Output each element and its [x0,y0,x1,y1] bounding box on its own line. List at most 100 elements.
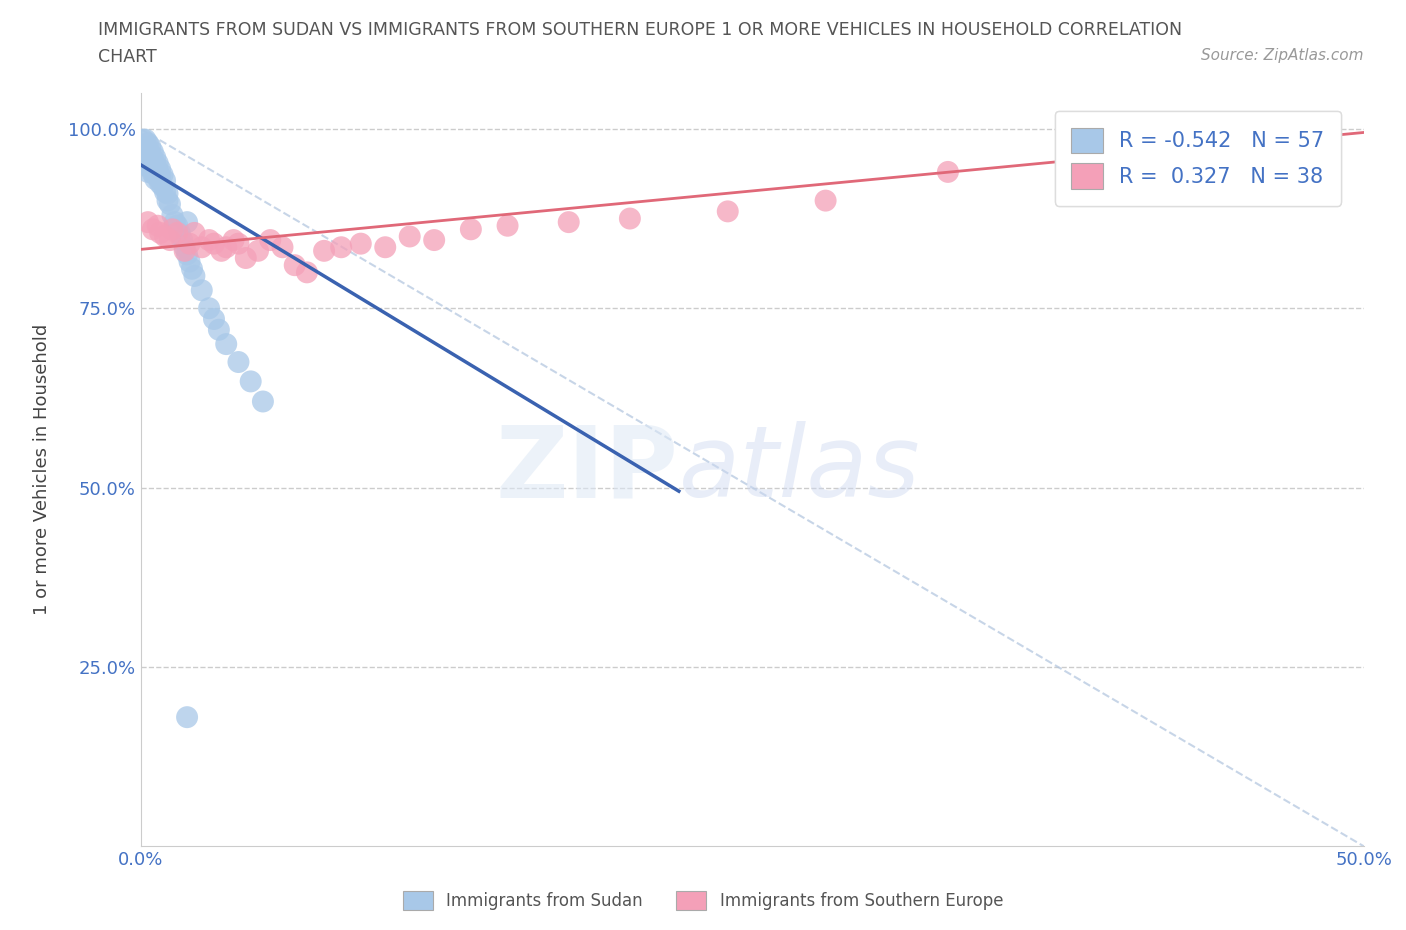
Point [460,222,482,237]
Point [936,165,959,179]
Text: IMMIGRANTS FROM SUDAN VS IMMIGRANTS FROM SOUTHERN EUROPE 1 OR MORE VEHICLES IN H: IMMIGRANTS FROM SUDAN VS IMMIGRANTS FROM… [98,21,1182,39]
Point [149,225,172,240]
Point [136,215,159,230]
Point [156,186,179,201]
Point [134,150,156,165]
Point [132,140,155,154]
Point [202,236,225,251]
Point [136,150,159,165]
Text: ZIP: ZIP [496,421,679,518]
Point [496,219,519,233]
Point [176,215,198,230]
Point [398,229,420,244]
Point [295,265,318,280]
Point [149,162,172,177]
Point [374,240,396,255]
Point [156,193,179,208]
Point [252,394,274,409]
Point [284,258,307,272]
Point [139,140,162,154]
Point [173,240,195,255]
Point [152,167,174,182]
Point [172,232,194,247]
Text: atlas: atlas [679,421,921,518]
Point [143,150,166,165]
Text: Source: ZipAtlas.com: Source: ZipAtlas.com [1201,48,1364,63]
Point [202,312,225,326]
Point [173,244,195,259]
Point [181,261,204,276]
Point [176,710,198,724]
Point [159,197,181,212]
Point [169,225,191,240]
Point [146,156,169,171]
Point [142,144,165,159]
Point [215,337,238,352]
Point [143,172,166,187]
Point [191,283,214,298]
Point [717,204,740,219]
Point [619,211,641,226]
Point [183,225,205,240]
Point [153,229,176,244]
Point [176,247,198,262]
Point [557,215,581,230]
Point [239,374,262,389]
Point [215,240,238,255]
Point [149,176,172,191]
Point [132,132,155,147]
Point [162,222,184,237]
Point [146,170,169,185]
Point [312,244,335,259]
Y-axis label: 1 or more Vehicles in Household: 1 or more Vehicles in Household [34,324,51,616]
Point [132,147,155,162]
Legend: R = -0.542   N = 57, R =  0.327   N = 38: R = -0.542 N = 57, R = 0.327 N = 38 [1054,111,1341,206]
Point [228,354,250,369]
Point [142,159,165,174]
Point [136,165,159,179]
Point [198,232,221,247]
Point [259,232,281,247]
Point [146,163,169,178]
Point [153,184,176,199]
Point [139,147,162,162]
Point [423,232,446,247]
Point [209,244,232,259]
Point [143,157,166,172]
Point [142,152,165,166]
Point [149,168,172,183]
Point [222,232,245,247]
Point [166,225,188,240]
Point [235,250,257,265]
Point [183,269,205,284]
Point [179,254,201,269]
Point [198,300,221,315]
Text: CHART: CHART [98,48,157,66]
Point [134,143,156,158]
Point [153,173,176,188]
Point [142,166,165,180]
Point [179,236,201,251]
Point [166,219,188,233]
Point [191,240,214,255]
Point [159,232,181,247]
Point [134,132,156,147]
Point [228,236,250,251]
Point [208,323,231,338]
Point [163,215,186,230]
Point [143,165,166,179]
Point [152,179,174,193]
Point [139,161,162,176]
Point [162,207,184,222]
Point [330,240,353,255]
Point [146,219,169,233]
Point [136,157,159,172]
Point [247,244,270,259]
Point [271,240,294,255]
Point [136,136,159,151]
Point [142,222,165,237]
Point [350,236,373,251]
Point [1084,128,1107,143]
Point [814,193,837,208]
Point [134,157,156,172]
